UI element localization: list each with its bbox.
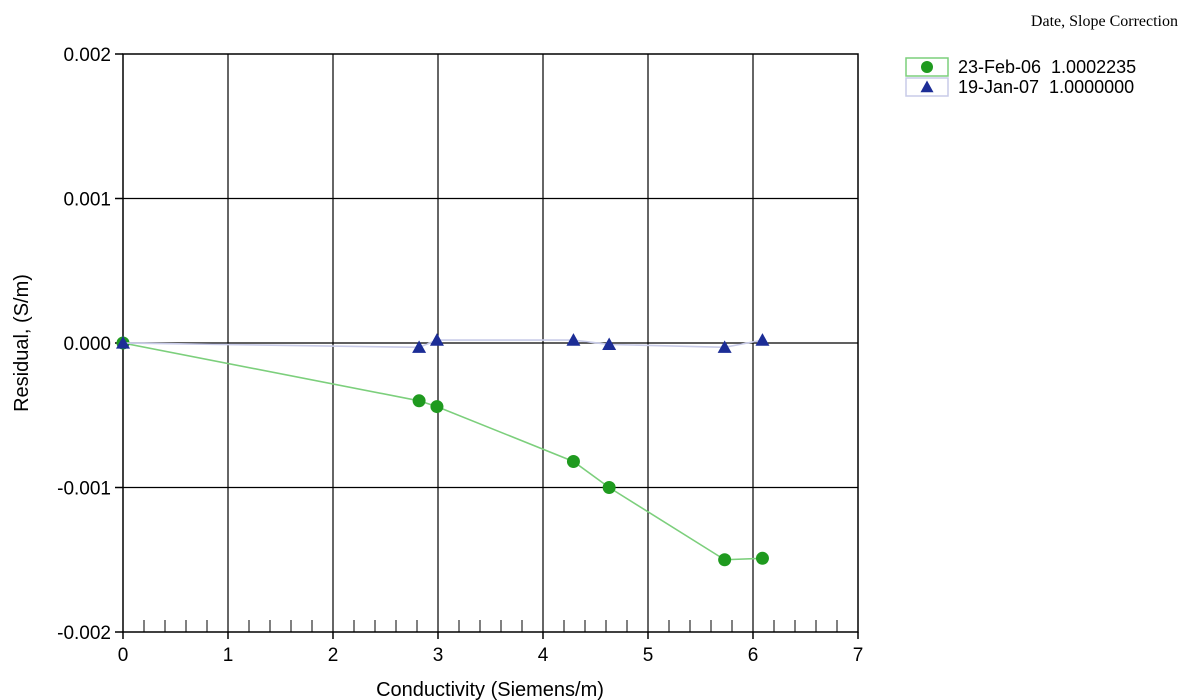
series <box>116 333 770 567</box>
y-tick-label: 0.002 <box>63 45 111 66</box>
x-axis-label: Conductivity (Siemens/m) <box>376 679 604 700</box>
x-tick-label: 6 <box>748 645 759 666</box>
y-axis-label: Residual, (S/m) <box>11 274 33 412</box>
series-2-point <box>755 333 770 346</box>
series-1-point <box>412 394 426 408</box>
x-tick-label: 2 <box>328 645 339 666</box>
legend-label-1: 23-Feb-06 1.0002235 <box>958 57 1136 77</box>
series-1-point <box>718 553 732 567</box>
x-tick-label: 7 <box>853 645 864 666</box>
series-2-point <box>116 336 130 349</box>
y-tick-label: 0.001 <box>63 190 111 211</box>
y-tick-label: -0.002 <box>57 623 111 644</box>
series-1-point <box>602 481 616 494</box>
legend-marker-2 <box>920 80 934 93</box>
x-tick-label: 3 <box>433 645 444 666</box>
series-1-point <box>430 400 444 414</box>
x-tick-label: 4 <box>538 645 549 666</box>
series-2-point <box>566 333 581 346</box>
series-2-point <box>717 340 732 353</box>
x-tick-label: 5 <box>643 645 654 666</box>
axis-ticks: 0 1 2 3 4 5 6 7 0.002 0.001 0.000 -0.001 -0.002 <box>57 45 863 666</box>
series-line-1 <box>122 342 763 561</box>
series-2-point <box>429 333 444 346</box>
legend-marker-1 <box>921 61 933 73</box>
series-1-point <box>755 551 769 565</box>
series-2-point <box>602 337 617 351</box>
x-tick-label: 0 <box>118 645 129 666</box>
y-tick-label: 0.000 <box>63 334 111 355</box>
series-1-point <box>566 454 580 468</box>
y-tick-label: -0.001 <box>57 479 111 500</box>
series-2-point <box>412 340 427 353</box>
grid <box>123 54 858 632</box>
x-tick-label: 1 <box>223 645 234 666</box>
legend-label-2: 19-Jan-07 1.0000000 <box>958 77 1134 97</box>
legend-title: Date, Slope Correction <box>1031 13 1178 30</box>
